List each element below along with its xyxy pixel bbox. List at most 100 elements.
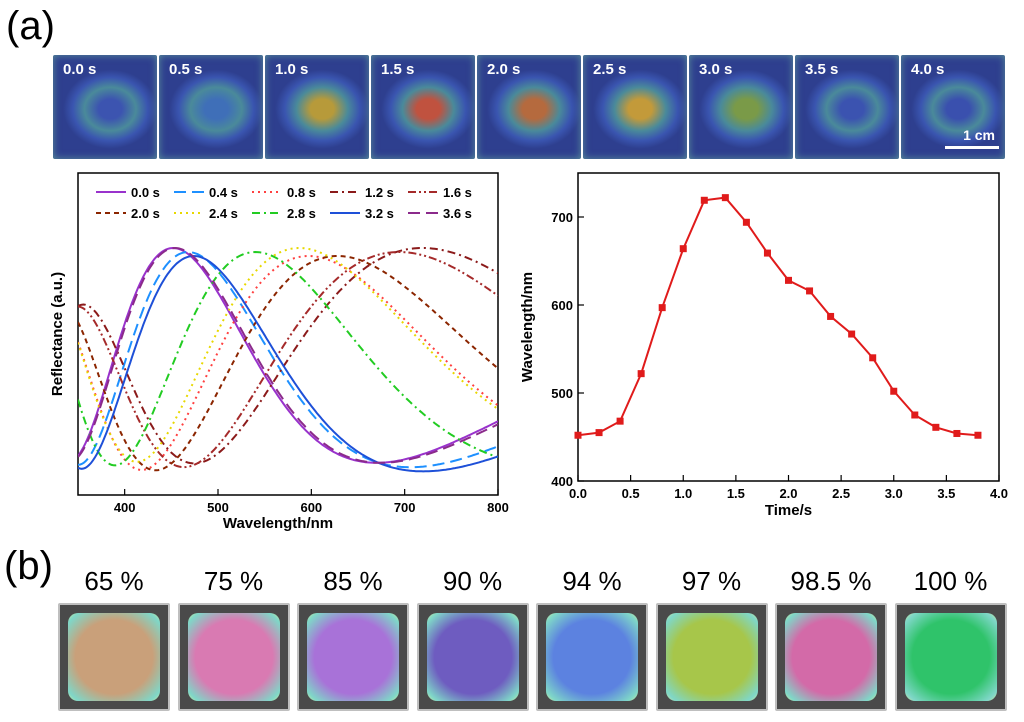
scale-bar-label: 1 cm: [963, 127, 995, 143]
y-axis-label: Wavelength/nm: [519, 272, 536, 382]
reflectance-spectra-chart: 400 500 600 700 800 Wavelength/nm Reflectance …: [49, 172, 509, 532]
sample-film: [785, 613, 877, 701]
wavelength-vs-time-chart: 0.0 0.5 1.0 1.5 2.0 2.5 3.0 3.5 4.0 400 500 600 700 T…: [519, 172, 1008, 519]
time-tile-label: 2.5 s: [593, 61, 627, 78]
time-tile: 2.0 s: [477, 55, 581, 159]
x-tick-label: 500: [207, 500, 229, 515]
spectrum-line: [78, 255, 498, 472]
data-point: [806, 287, 814, 295]
sample-film: [307, 613, 399, 701]
y-tick-label: 400: [551, 474, 573, 489]
time-tile-label: 0.5 s: [169, 61, 203, 78]
x-tick-label: 1.5: [727, 486, 745, 501]
x-tick-label: 600: [300, 500, 322, 515]
data-point: [953, 429, 961, 437]
data-point: [658, 304, 666, 312]
spectrum-line: [78, 251, 498, 469]
data-point: [932, 423, 940, 431]
wavelength-series-line: [577, 196, 978, 437]
sample-film: [68, 613, 160, 701]
data-point: [595, 429, 603, 437]
scale-bar: [945, 146, 999, 149]
data-point: [827, 312, 835, 320]
sample-swatch: [416, 603, 529, 711]
spectrum-line: [78, 247, 498, 465]
time-tile: 3.0 s: [689, 55, 793, 159]
x-tick-label: 800: [487, 500, 509, 515]
spectrum-line: [78, 247, 498, 463]
sample-label: 94 %: [562, 566, 622, 596]
sample-swatch: [655, 603, 768, 711]
x-tick-label: 3.0: [885, 486, 903, 501]
time-tile-label: 3.5 s: [805, 61, 839, 78]
spectrum-line: [78, 246, 498, 464]
data-point: [869, 354, 877, 362]
legend-label: 3.6 s: [443, 206, 472, 221]
time-tile-label: 2.0 s: [487, 61, 521, 78]
sample-swatch: [775, 603, 887, 711]
sample-swatch: [297, 603, 409, 711]
x-tick-label: 0.5: [622, 486, 640, 501]
sample-film: [904, 613, 997, 701]
x-axis-label: Time/s: [765, 502, 812, 519]
spectrum-line: [78, 250, 498, 467]
data-point: [763, 249, 771, 257]
y-tick-label: 600: [551, 298, 573, 313]
sample-label: 75 %: [203, 566, 264, 596]
y-tick-label: 700: [551, 210, 573, 225]
sample-film: [426, 613, 519, 701]
legend-label: 0.4 s: [209, 185, 238, 200]
data-point: [679, 245, 687, 253]
panel-label-a: (a): [6, 4, 55, 48]
data-point: [911, 411, 919, 419]
legend-label: 2.8 s: [287, 206, 316, 221]
x-axis-label: Wavelength/nm: [223, 515, 333, 532]
x-tick-label: 1.0: [674, 486, 692, 501]
data-point: [574, 431, 582, 439]
legend-label: 0.8 s: [287, 185, 316, 200]
data-point: [721, 194, 729, 202]
x-tick-label: 2.5: [832, 486, 850, 501]
time-tile: 0.5 s: [159, 55, 263, 159]
time-tile-label: 0.0 s: [63, 61, 97, 78]
data-point: [890, 387, 898, 395]
sample-film: [546, 613, 638, 701]
sample-swatch: [536, 603, 648, 711]
time-tile: 1.0 s: [265, 55, 369, 159]
sample-swatch: [177, 603, 290, 711]
time-tile: 0.0 s: [53, 55, 157, 159]
sample-label: 97 %: [681, 566, 742, 596]
time-tile-label: 1.0 s: [275, 61, 309, 78]
y-axis-label: Reflectance (a.u.): [49, 272, 66, 396]
spectrum-line: [78, 255, 498, 472]
sample-label: 65 %: [84, 566, 144, 596]
time-tile: 4.0 s 1 cm: [901, 55, 1005, 159]
x-tick-label: 700: [394, 500, 416, 515]
time-tile: 1.5 s: [371, 55, 475, 159]
data-point: [700, 196, 708, 204]
x-tick-label: 3.5: [937, 486, 955, 501]
legend-label: 1.6 s: [443, 185, 472, 200]
sample-label: 85 %: [323, 566, 383, 596]
legend-label: 1.2 s: [365, 185, 394, 200]
sample-label: 100 %: [913, 566, 988, 596]
x-tick-label: 2.0: [779, 486, 797, 501]
time-tile-label: 4.0 s: [911, 61, 945, 78]
legend-label: 2.0 s: [131, 206, 160, 221]
data-point: [637, 370, 645, 378]
sample-swatch: [58, 603, 170, 711]
sample-label: 90 %: [442, 566, 503, 596]
x-tick-label: 0.0: [569, 486, 587, 501]
spectrum-line: [78, 254, 498, 473]
sample-film: [187, 613, 280, 701]
data-point: [616, 417, 624, 425]
data-point: [848, 330, 856, 338]
plot-frame: [577, 172, 1000, 482]
sample-film: [665, 613, 758, 701]
time-tile-label: 1.5 s: [381, 61, 415, 78]
plot-frame: [77, 172, 499, 496]
data-point: [974, 431, 982, 439]
x-tick-label: 4.0: [990, 486, 1008, 501]
time-tile: 2.5 s: [583, 55, 687, 159]
sample-label: 98.5 %: [790, 566, 872, 596]
